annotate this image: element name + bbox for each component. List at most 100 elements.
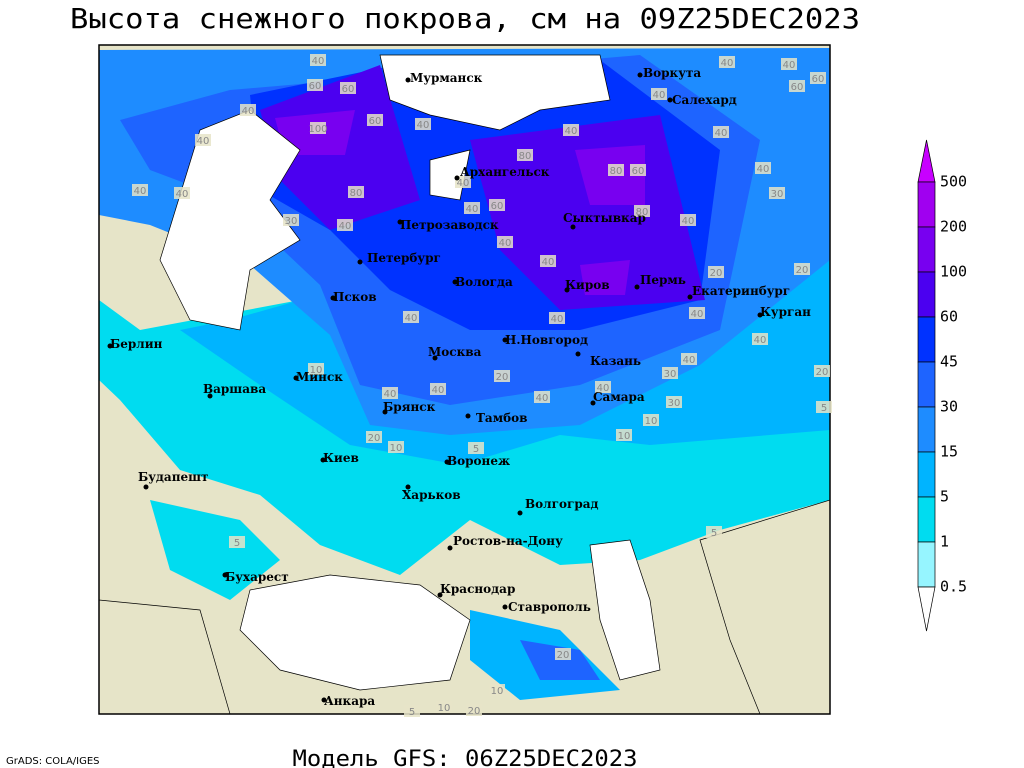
contour-label-box (563, 124, 579, 136)
contour-label: 40 (754, 335, 767, 346)
contour-label: 40 (721, 58, 734, 69)
contour-label: 30 (771, 189, 784, 200)
city-dot (465, 413, 471, 419)
contour-label: 40 (242, 106, 255, 117)
contour-label-box (549, 312, 565, 324)
contour-label: 40 (134, 186, 147, 197)
city-label: Сыктывкар (563, 211, 646, 225)
contour-label-box (307, 79, 323, 91)
city-dot (437, 592, 443, 598)
contour-label: 60 (342, 84, 355, 95)
snow-region (580, 260, 630, 295)
colorbar-segment (917, 181, 936, 228)
contour-label: 20 (557, 650, 570, 661)
contour-label: 60 (791, 82, 804, 93)
contour-label-box (534, 391, 550, 403)
colorbar-top (917, 139, 936, 183)
contour-label-box (616, 429, 632, 441)
snow-region (379, 54, 611, 131)
city-label: Краснодар (440, 582, 515, 596)
city-label: Бухарест (225, 570, 289, 584)
colorbar-segment (917, 226, 936, 273)
contour-label-box (403, 311, 419, 323)
city-label: Будапешт (138, 470, 208, 484)
contour-label: 60 (491, 201, 504, 212)
contour-label: 40 (597, 383, 610, 394)
city-label: Воркута (643, 66, 701, 80)
contour-label: 40 (197, 136, 210, 147)
model-label: Модель GFS: 06Z25DEC2023 (293, 747, 638, 768)
colorbar-bottom (917, 586, 936, 632)
contour-label: 80 (636, 207, 649, 218)
city-label: Казань (590, 354, 641, 368)
city-label: Харьков (402, 488, 461, 502)
contour-label: 80 (610, 166, 623, 177)
colorbar-segment (917, 271, 936, 318)
contour-label-box (283, 214, 299, 226)
contour-label-box (489, 684, 505, 696)
contour-label-box (781, 58, 797, 70)
city-dot (757, 312, 763, 318)
contour-label-box (789, 80, 805, 92)
city-label: Петербург (367, 251, 441, 265)
contour-label-box (680, 214, 696, 226)
contour-label-box (367, 114, 383, 126)
contour-label: 20 (710, 268, 723, 279)
city-dot (293, 375, 299, 381)
contour-label: 20 (816, 367, 829, 378)
city-dot (502, 337, 508, 343)
credit: GrADS: COLA/IGES (6, 756, 100, 767)
city-label: Курган (760, 305, 811, 319)
contour-label: 10 (618, 431, 631, 442)
contour-label-box (348, 186, 364, 198)
city-dot (634, 284, 640, 290)
city-label: Воронеж (447, 454, 510, 468)
contour-label: 40 (339, 221, 352, 232)
city-label: Архангельск (460, 165, 550, 179)
contour-label-box (713, 126, 729, 138)
city-label: Киев (323, 451, 359, 465)
city-dot (222, 572, 228, 578)
contour-label-box (769, 187, 785, 199)
colorbar-label: 1 (940, 533, 949, 551)
snow-region (159, 109, 301, 331)
contour-label: 40 (542, 257, 555, 268)
city-dot (321, 697, 327, 703)
contour-label-box (540, 255, 556, 267)
city-label: Киров (565, 278, 610, 292)
city-dot (107, 343, 113, 349)
contour-label-box (517, 149, 533, 161)
city-dot (357, 259, 363, 265)
city-dot (570, 224, 576, 230)
city-label: Псков (333, 290, 377, 304)
map-fill (99, 45, 830, 714)
contour-label: 80 (519, 151, 532, 162)
contour-label-box (719, 56, 735, 68)
contour-label: 20 (368, 433, 381, 444)
colorbar-segment (917, 406, 936, 453)
contour-label-box (708, 266, 724, 278)
contour-label: 100 (308, 124, 327, 135)
contour-label-box (430, 383, 446, 395)
contour-label: 20 (496, 372, 509, 383)
contour-label-box (752, 333, 768, 345)
contour-label-box (489, 199, 505, 211)
contour-label: 10 (491, 686, 504, 697)
city-label: Н.Новгород (505, 333, 588, 347)
contour-label-box (308, 363, 324, 375)
contour-label: 30 (668, 398, 681, 409)
contour-label: 10 (438, 703, 451, 714)
map-frame (98, 44, 831, 715)
city-label: Волгоград (525, 497, 598, 511)
contour-label: 60 (812, 74, 825, 85)
city-label: Анкара (324, 694, 375, 708)
contour-label-box (794, 263, 810, 275)
contour-label: 80 (350, 188, 363, 199)
contour-label: 40 (682, 216, 695, 227)
contour-label: 40 (384, 389, 397, 400)
colorbar-label: 60 (940, 308, 958, 326)
contour-label-box (195, 134, 211, 146)
city-dot (330, 295, 336, 301)
city-label: Берлин (110, 337, 163, 351)
city-dot (405, 484, 411, 490)
